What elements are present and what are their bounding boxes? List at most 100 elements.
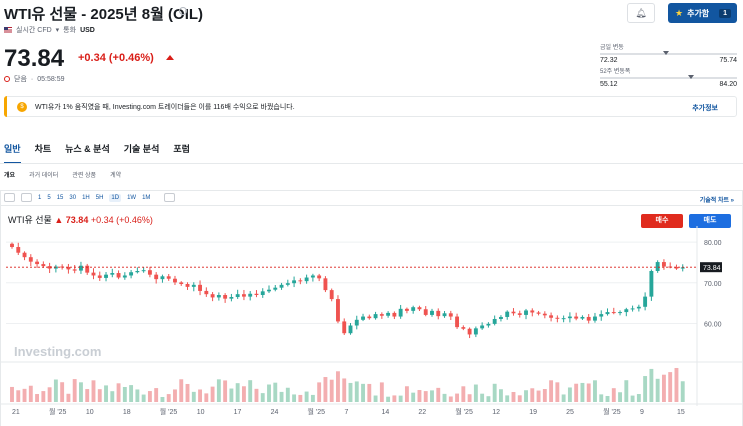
x-tick-label: 25 <box>566 409 574 416</box>
subtab-overview[interactable]: 개요 <box>4 173 16 179</box>
subtab-related[interactable]: 관련 상품 <box>72 173 97 179</box>
main-tabs: 일반 차트 뉴스 & 분석 기술 분석 포럼 <box>4 142 190 164</box>
candle <box>480 325 485 329</box>
candle <box>680 267 685 269</box>
interval-1d[interactable]: 1D <box>109 193 122 202</box>
currency-label: 통화 <box>63 27 77 34</box>
x-tick-label: 월 '25 <box>160 407 178 416</box>
week52-low: 55.12 <box>600 81 618 88</box>
tab-news[interactable]: 뉴스 & 분석 <box>65 144 110 154</box>
candle <box>216 295 221 298</box>
candle <box>135 271 140 273</box>
x-tick-label: 10 <box>86 409 94 416</box>
week52-high: 84.20 <box>719 81 737 88</box>
chevron-down-icon[interactable]: ▾ <box>55 27 60 34</box>
day-low: 72.32 <box>600 57 618 64</box>
candle <box>417 307 422 310</box>
volume-bar <box>342 378 347 402</box>
candle <box>85 265 90 273</box>
price-chart[interactable]: 80.00 70.00 60.00 Investing.com 73.84 21 월 '25… <box>0 206 743 426</box>
subtab-contract[interactable]: 계약 <box>110 173 122 179</box>
volume-bar <box>10 386 14 402</box>
volume-bar <box>373 395 378 402</box>
volume-bar <box>135 389 140 402</box>
candle <box>179 282 184 285</box>
tab-technical[interactable]: 기술 분석 <box>123 144 160 154</box>
instrument-meta: 실시간 CFD ▾ 통화 USD <box>4 25 95 35</box>
interval-1w[interactable]: 1W <box>127 194 137 201</box>
candle <box>91 272 96 276</box>
candle <box>593 316 597 321</box>
volume-bar <box>417 390 422 402</box>
candle <box>624 309 629 313</box>
week52-range-label: 52주 변동폭 <box>600 69 631 75</box>
candle <box>147 270 152 275</box>
last-price: 73.84 <box>4 45 65 72</box>
volume-bar <box>630 395 635 402</box>
candle <box>254 293 259 295</box>
tab-general[interactable]: 일반 <box>4 144 21 164</box>
candle <box>517 313 522 315</box>
banner-more-link[interactable]: 추가정보 <box>692 105 718 112</box>
volume-bar <box>72 379 77 402</box>
day-range: 금일 변동 72.32 75.74 <box>600 42 737 64</box>
volume-bar <box>636 394 641 402</box>
volume-bar <box>455 393 460 402</box>
candle <box>542 313 547 316</box>
candle <box>536 312 541 314</box>
x-tick-label: 월 '25 <box>49 407 67 416</box>
market-type[interactable]: 실시간 CFD <box>16 27 52 34</box>
candle <box>248 293 253 297</box>
candle <box>28 257 33 262</box>
volume-bar <box>223 380 228 402</box>
candle <box>185 284 190 287</box>
volume-bar <box>442 393 447 402</box>
candle <box>154 274 159 280</box>
coin-icon: $ <box>17 101 27 112</box>
area-chart-icon[interactable] <box>21 193 32 202</box>
candle <box>79 265 83 271</box>
technical-chart-link[interactable]: 기술적 차트 » <box>699 198 734 204</box>
candlestick-icon[interactable] <box>4 193 15 202</box>
candle <box>122 275 127 278</box>
interval-5[interactable]: 5 <box>47 194 51 201</box>
interval-1[interactable]: 1 <box>38 194 42 201</box>
info-icon[interactable] <box>179 7 187 15</box>
candle <box>492 318 497 324</box>
subtab-history[interactable]: 과거 데이터 <box>29 173 59 179</box>
volume-bar <box>411 392 416 402</box>
week52-range-marker <box>687 75 694 79</box>
y-tick-label: 70.00 <box>704 281 722 288</box>
volume-bar <box>361 383 365 402</box>
volume-bar <box>542 389 547 402</box>
interval-30[interactable]: 30 <box>69 194 77 201</box>
interval-1m[interactable]: 1M <box>142 194 151 201</box>
x-tick-label: 월 '25 <box>455 407 473 416</box>
volume-bar <box>241 386 246 402</box>
candle <box>323 278 328 291</box>
candle <box>210 294 215 298</box>
add-watchlist-button[interactable]: ★ 추가함 1 <box>668 3 737 23</box>
sell-button[interactable]: 매도 <box>689 214 731 228</box>
calendar-icon[interactable] <box>164 193 176 202</box>
clock-icon <box>4 76 10 82</box>
chart-legend: WTI유 선물 ▲ 73.84 +0.34 (+0.46%) <box>8 213 153 226</box>
candle <box>499 316 503 319</box>
candle <box>304 277 309 282</box>
tab-chart[interactable]: 차트 <box>34 144 52 154</box>
tab-forum[interactable]: 포럼 <box>173 144 190 154</box>
volume-bar <box>624 380 629 402</box>
volume-bar <box>655 378 660 402</box>
volume-bar <box>273 382 278 402</box>
volume-bar <box>430 390 434 402</box>
candle <box>455 316 460 328</box>
arrow-up-icon <box>166 55 174 60</box>
interval-1h[interactable]: 1H <box>82 194 90 201</box>
buy-button[interactable]: 매수 <box>641 214 683 228</box>
day-range-bar <box>600 51 737 55</box>
candle <box>292 280 297 284</box>
volume-bar <box>173 389 177 402</box>
interval-15[interactable]: 15 <box>56 194 64 201</box>
alert-button[interactable]: 🔔︎ <box>627 3 655 23</box>
interval-5h[interactable]: 5H <box>95 194 104 201</box>
